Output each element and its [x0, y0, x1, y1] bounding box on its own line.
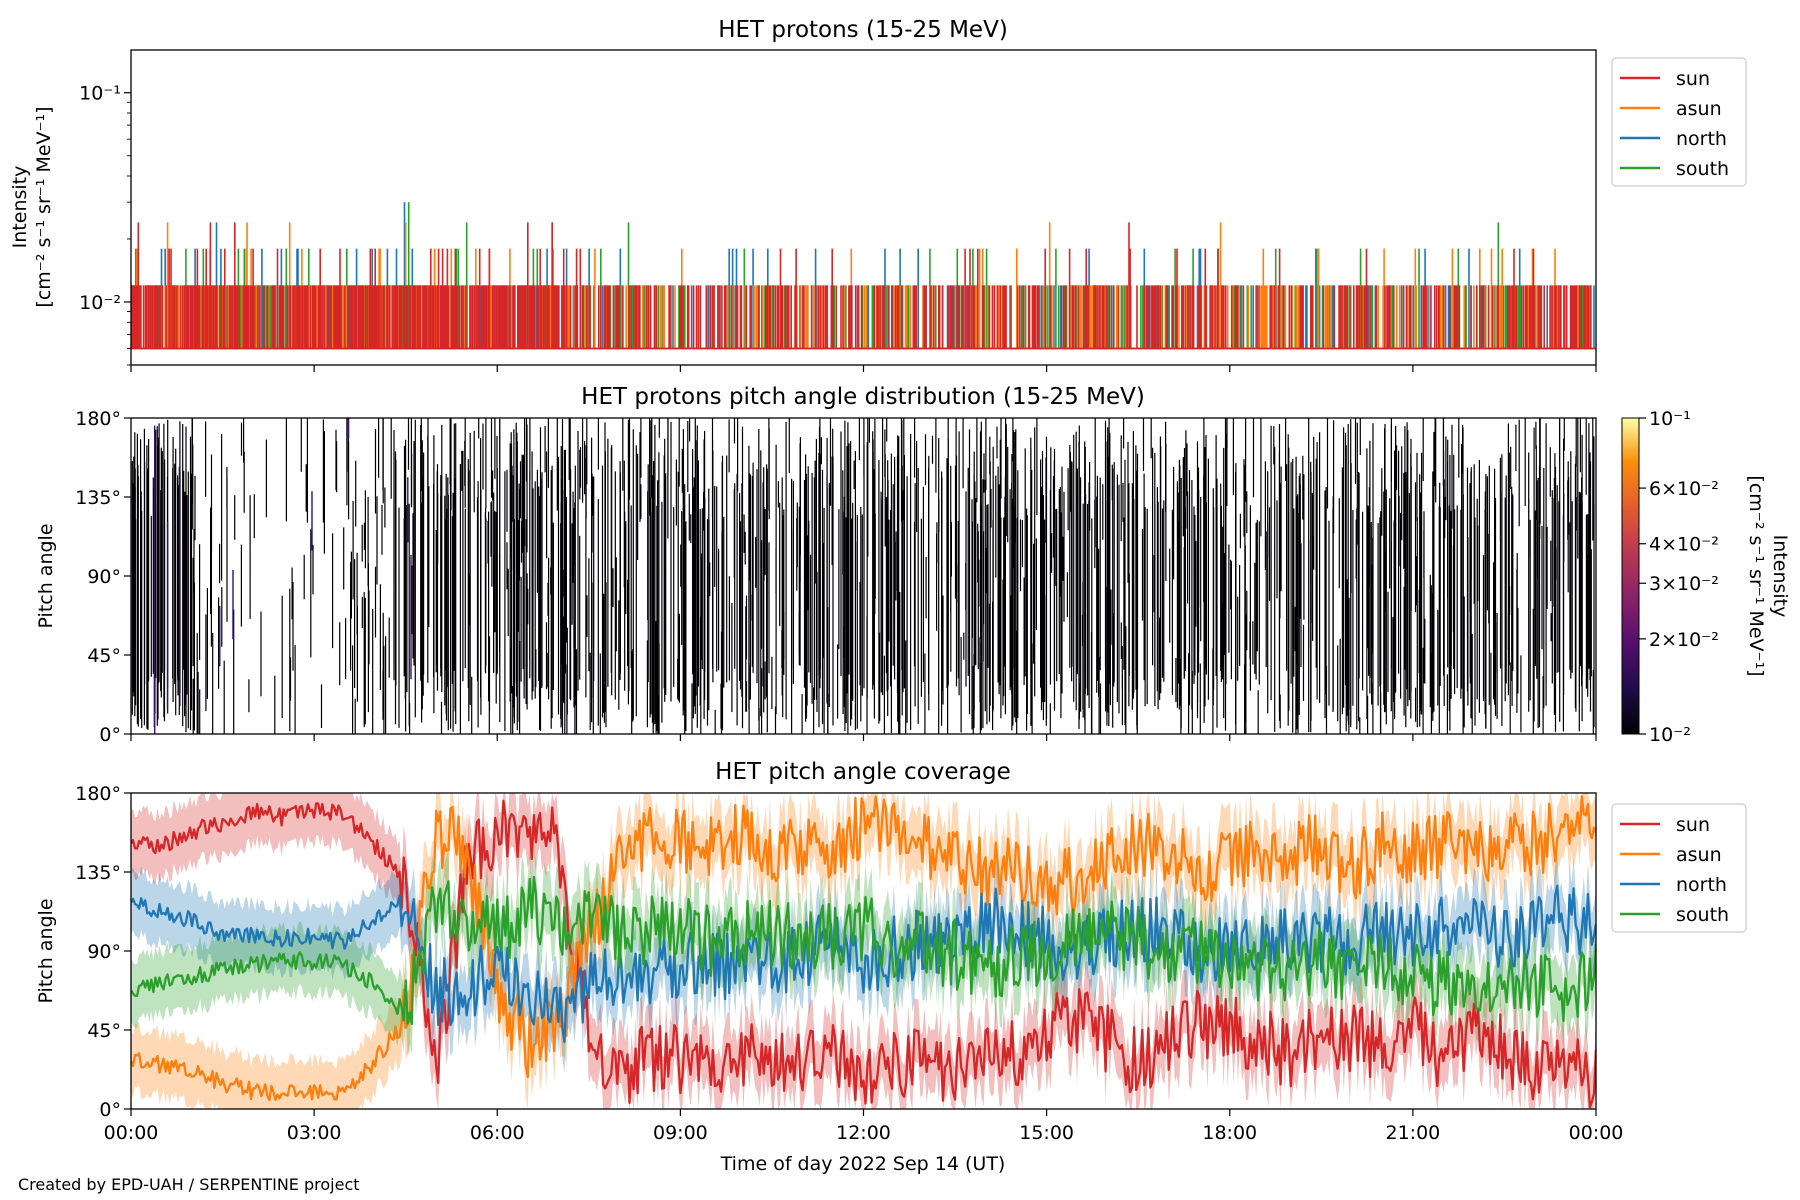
x-axis-label: Time of day 2022 Sep 14 (UT): [720, 1153, 1006, 1175]
x-tick-label: 00:00: [1569, 1122, 1624, 1144]
panel-intensity: HET protons (15-25 MeV) 10⁻² 10⁻¹ Intensi…: [9, 17, 1747, 372]
x-axis: 00:00 03:00 06:00 09:00 12:00 15:00 18:00 21:00…: [104, 1109, 1624, 1144]
y-axis-label: Pitch angle: [35, 898, 57, 1003]
x-axis: [130, 734, 1597, 741]
series-sun-line: [131, 799, 1596, 1109]
legend-label-south: south: [1676, 158, 1729, 180]
y-tick-label: 10⁻²: [79, 292, 121, 314]
series-south-band: [131, 845, 1596, 1056]
y-tick-label: 0°: [99, 724, 121, 746]
y-tick-label: 10⁻¹: [79, 83, 121, 105]
x-tick-label: 03:00: [287, 1122, 342, 1144]
heatmap-strips-bright: [154, 418, 412, 734]
heatmap-area: [131, 418, 1595, 734]
x-tick-label: 12:00: [836, 1122, 891, 1144]
y-tick-label: 90°: [87, 941, 121, 963]
series-south-line: [131, 875, 1596, 1026]
legend: sun asun north south: [1611, 57, 1747, 187]
colorbar-tick-label: 2×10⁻²: [1649, 629, 1719, 651]
legend-label-south: south: [1676, 904, 1729, 926]
legend: sun asun north south: [1611, 803, 1747, 933]
legend-label-asun: asun: [1676, 844, 1722, 866]
legend-box: [1611, 803, 1747, 933]
panel-title: HET pitch angle coverage: [715, 759, 1011, 785]
colorbar-tick-label: 4×10⁻²: [1649, 534, 1719, 556]
legend-box: [1611, 57, 1747, 187]
colorbar-tick-label: 10⁻¹: [1649, 408, 1691, 430]
y-axis: 10⁻² 10⁻¹: [79, 83, 131, 366]
x-tick-label: 09:00: [653, 1122, 708, 1144]
series-sun-line: [131, 222, 1596, 350]
x-axis: [130, 365, 1597, 372]
y-axis-label: Pitch angle: [35, 523, 57, 628]
credit-text: Created by EPD-UAH / SERPENTINE project: [18, 1175, 360, 1194]
series-asun-line: [131, 795, 1596, 1102]
legend-label-asun: asun: [1676, 98, 1722, 120]
y-tick-label: 180°: [75, 783, 121, 805]
heatmap-strips: [131, 418, 1595, 734]
colorbar-label-units: [cm⁻² s⁻¹ sr⁻¹ MeV⁻¹]: [1745, 475, 1767, 676]
colorbar: 10⁻² 2×10⁻² 3×10⁻² 4×10⁻² 6×10⁻² 10⁻¹ Intensi…: [1621, 408, 1791, 746]
x-tick-label: 06:00: [470, 1122, 525, 1144]
legend-label-north: north: [1676, 128, 1727, 150]
y-tick-label: 135°: [75, 862, 121, 884]
x-tick-label: 00:00: [104, 1122, 159, 1144]
colorbar-gradient: [1621, 417, 1640, 735]
colorbar-tick-label: 3×10⁻²: [1649, 573, 1719, 595]
plot-area: [131, 793, 1596, 1109]
y-axis: 0° 45° 90° 135° 180°: [75, 408, 131, 746]
colorbar-tick-label: 10⁻²: [1649, 724, 1691, 746]
panel-title: HET protons (15-25 MeV): [718, 17, 1008, 43]
y-axis-label-units: [cm⁻² s⁻¹ sr⁻¹ MeV⁻¹]: [33, 106, 55, 307]
x-tick-label: 21:00: [1385, 1122, 1440, 1144]
x-tick-label: 15:00: [1019, 1122, 1074, 1144]
legend-label-north: north: [1676, 874, 1727, 896]
y-tick-label: 180°: [75, 408, 121, 430]
panel-pitch-angle-coverage: HET pitch angle coverage 0° 45° 90° 135° 180…: [35, 759, 1747, 1144]
plot-area: [131, 202, 1596, 350]
x-tick-label: 18:00: [1202, 1122, 1257, 1144]
y-tick-label: 45°: [87, 645, 121, 667]
y-axis: 0° 45° 90° 135° 180°: [75, 783, 131, 1121]
colorbar-label: Intensity: [1769, 535, 1791, 618]
panel-pitch-angle-distribution: HET protons pitch angle distribution (15…: [35, 384, 1791, 746]
colorbar-tick-label: 6×10⁻²: [1649, 478, 1719, 500]
panel-title: HET protons pitch angle distribution (15…: [581, 384, 1145, 410]
y-tick-label: 45°: [87, 1020, 121, 1042]
y-tick-label: 0°: [99, 1099, 121, 1121]
y-tick-label: 135°: [75, 487, 121, 509]
y-axis-label: Intensity: [9, 166, 31, 249]
y-tick-label: 90°: [87, 566, 121, 588]
legend-label-sun: sun: [1676, 814, 1710, 836]
series-north-band: [131, 854, 1596, 1074]
colorbar-ticks: 10⁻² 2×10⁻² 3×10⁻² 4×10⁻² 6×10⁻² 10⁻¹: [1639, 408, 1719, 746]
legend-label-sun: sun: [1676, 68, 1710, 90]
